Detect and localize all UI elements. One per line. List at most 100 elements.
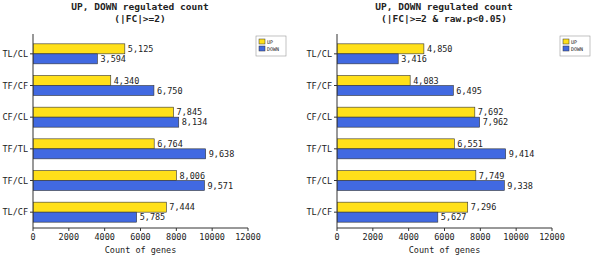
bar (337, 202, 468, 212)
data-label: 6,551 (457, 139, 483, 149)
legend-label: UP (571, 39, 577, 45)
tick-label: 10000 (503, 232, 529, 242)
data-label: 7,962 (483, 117, 509, 127)
tick (516, 228, 517, 231)
tick (176, 228, 177, 231)
data-label: 9,338 (507, 181, 533, 191)
tick (334, 117, 337, 118)
tick-label: 8000 (166, 232, 186, 242)
bar (33, 181, 204, 191)
data-label: 8,006 (179, 171, 205, 181)
bar (33, 149, 206, 159)
data-label: 6,750 (157, 86, 183, 96)
data-label: 8,134 (182, 117, 208, 127)
tick (334, 148, 337, 149)
data-label: 7,444 (169, 202, 195, 212)
data-label: 3,594 (100, 54, 126, 64)
bar (337, 139, 454, 149)
tick (104, 228, 105, 231)
tick (408, 228, 409, 231)
legend-label: DOWN (571, 46, 583, 52)
bar (337, 117, 480, 127)
panel: UP, DOWN regulated count(|FC|>=2 & raw.p… (306, 1, 590, 255)
tick (334, 180, 337, 181)
tick (552, 228, 553, 231)
tick (30, 148, 33, 149)
tick-label: 12000 (235, 232, 261, 242)
bar (337, 86, 453, 96)
legend-label: UP (267, 39, 273, 45)
category-label: CF/CL (2, 112, 28, 122)
tick (30, 212, 33, 213)
axis-label: Count of genes (409, 245, 481, 255)
title: UP, DOWN regulated count (375, 1, 512, 12)
tick (480, 228, 481, 231)
bar (33, 212, 137, 222)
bar (33, 86, 154, 96)
bar (33, 171, 176, 181)
bar (33, 139, 154, 149)
tick (30, 53, 33, 54)
tick (33, 228, 34, 231)
tick-label: 2000 (363, 232, 383, 242)
y-axis (337, 34, 338, 228)
tick (30, 85, 33, 86)
tick (372, 228, 373, 231)
data-label: 7,296 (471, 202, 497, 212)
bars (33, 44, 206, 222)
tick-label: 4000 (398, 232, 418, 242)
legend-label: DOWN (267, 46, 279, 52)
legend-swatch (563, 39, 569, 44)
tick-label: 4000 (94, 232, 114, 242)
tick (212, 228, 213, 231)
tick (68, 228, 69, 231)
tick-label: 2000 (59, 232, 79, 242)
subtitle: (|FC|>=2) (114, 13, 165, 24)
bar (337, 181, 504, 191)
tick-label: 6000 (434, 232, 454, 242)
category-label: TF/CL (306, 176, 332, 186)
category-label: TL/CF (2, 207, 28, 217)
tick (337, 228, 338, 231)
bar (33, 107, 174, 117)
category-label: TF/TL (2, 144, 28, 154)
tick-label: 6000 (130, 232, 150, 242)
tick (30, 117, 33, 118)
category-label: TL/CF (306, 207, 332, 217)
bar (337, 107, 475, 117)
panel: UP, DOWN regulated count(|FC|>=2)5,1254,… (2, 1, 286, 255)
legend-box (560, 36, 590, 56)
tick (444, 228, 445, 231)
category-label: TL/CL (2, 49, 28, 59)
tick (248, 228, 249, 231)
data-label: 5,125 (128, 44, 154, 54)
data-label: 4,850 (427, 44, 453, 54)
bar (337, 149, 506, 159)
bars (337, 44, 506, 222)
bar (33, 76, 111, 86)
bar (33, 54, 97, 64)
category-label: TF/CF (306, 81, 332, 91)
bar (337, 54, 398, 64)
data-label: 5,627 (441, 212, 467, 222)
data-label: 7,749 (479, 171, 505, 181)
tick (30, 180, 33, 181)
bar (337, 171, 476, 181)
legend-box (256, 36, 286, 56)
category-label: TF/CF (2, 81, 28, 91)
subtitle: (|FC|>=2 & raw.p<0.05) (381, 13, 507, 24)
data-label: 7,692 (478, 107, 504, 117)
data-label: 6,764 (157, 139, 183, 149)
tick-label: 12000 (539, 232, 565, 242)
legend-swatch (563, 46, 569, 51)
y-axis (33, 34, 34, 228)
legend-swatch (259, 39, 265, 44)
category-label: TF/CL (2, 176, 28, 186)
tick (334, 85, 337, 86)
bar (33, 202, 166, 212)
tick (334, 212, 337, 213)
legend-swatch (259, 46, 265, 51)
tick-label: 0 (334, 232, 339, 242)
data-label: 7,845 (177, 107, 203, 117)
bar (337, 44, 424, 54)
